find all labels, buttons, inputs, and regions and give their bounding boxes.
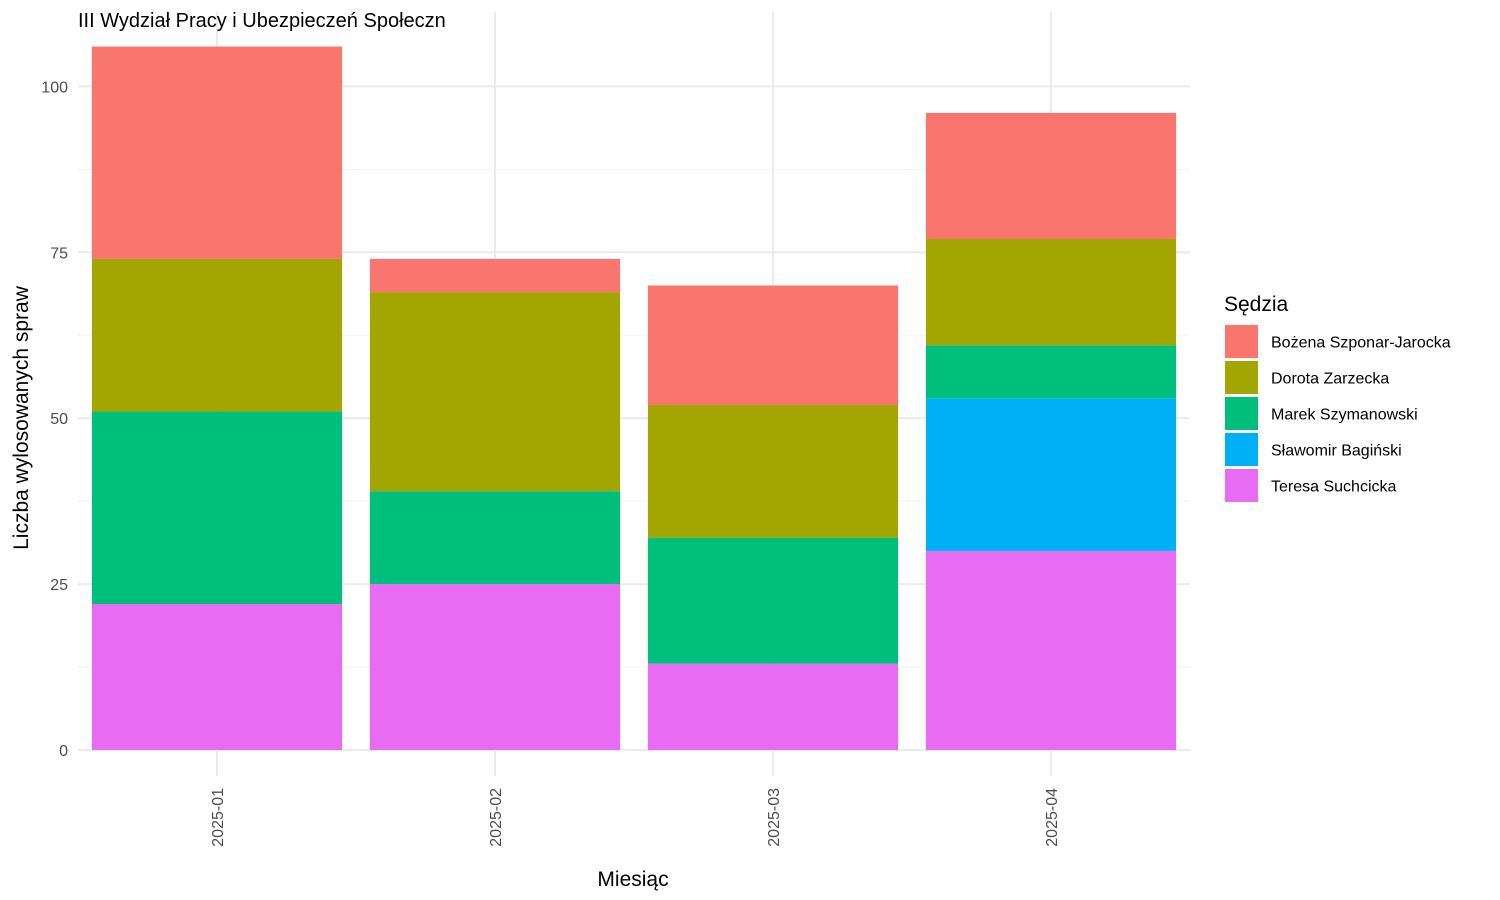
legend-key <box>1225 325 1258 358</box>
y-tick-label: 50 <box>50 411 68 428</box>
bar-segment <box>925 550 1177 750</box>
legend-label: Bożena Szponar-Jarocka <box>1271 335 1451 352</box>
bar-segment <box>369 584 621 750</box>
bar-segment <box>925 239 1177 346</box>
legend-key <box>1225 469 1258 502</box>
y-axis-ticks: 0 25 50 75 100 <box>41 79 68 760</box>
bar-segment <box>369 258 621 293</box>
x-tick-label: 2025-01 <box>210 788 227 847</box>
bar-segment <box>369 292 621 492</box>
legend-items: Bożena Szponar-Jarocka Dorota Zarzecka Mar… <box>1225 325 1451 502</box>
legend-key <box>1225 361 1258 394</box>
bar-segment <box>647 285 899 405</box>
bar-segment <box>925 112 1177 240</box>
bar-segment <box>647 404 899 538</box>
legend-key <box>1225 433 1258 466</box>
legend-key <box>1225 397 1258 430</box>
bar-segment <box>925 345 1177 399</box>
legend: Sędzia Bożena Szponar-Jarocka Dorota Zarz… <box>1224 293 1451 502</box>
x-axis-ticks: 2025-01 2025-02 2025-03 2025-04 <box>210 788 1061 847</box>
bar-segment <box>91 604 343 750</box>
x-axis-title: Miesiąc <box>597 868 668 891</box>
y-tick-label: 75 <box>50 245 68 262</box>
y-tick-label: 25 <box>50 577 68 594</box>
bar-segment <box>91 258 343 412</box>
chart-title: III Wydział Pracy i Ubezpieczeń Społeczn <box>78 10 446 32</box>
bar-segment <box>925 398 1177 551</box>
legend-label: Dorota Zarzecka <box>1271 371 1389 388</box>
y-axis-title: Liczba wylosowanych spraw <box>10 285 33 550</box>
y-tick-label: 100 <box>41 79 68 96</box>
bars <box>91 46 1177 750</box>
x-tick-label: 2025-02 <box>488 788 505 847</box>
bar-segment <box>647 663 899 750</box>
bar-segment <box>647 537 899 664</box>
x-tick-label: 2025-03 <box>766 788 783 847</box>
legend-title: Sędzia <box>1224 293 1289 316</box>
legend-label: Teresa Suchcicka <box>1271 479 1396 496</box>
legend-label: Sławomir Bagiński <box>1271 443 1402 460</box>
bar-segment <box>369 491 621 585</box>
legend-label: Marek Szymanowski <box>1271 407 1418 424</box>
bar-segment <box>91 46 343 259</box>
x-tick-label: 2025-04 <box>1044 788 1061 847</box>
bar-segment <box>91 411 343 605</box>
y-tick-label: 0 <box>59 743 68 760</box>
